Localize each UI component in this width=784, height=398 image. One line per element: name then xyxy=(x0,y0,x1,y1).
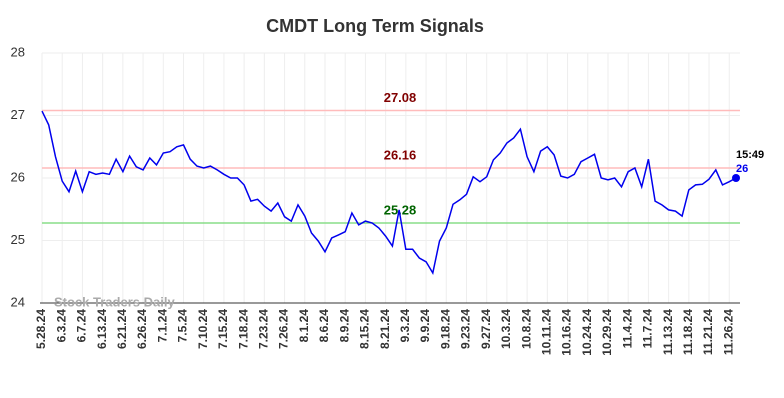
x-tick-label: 7.18.24 xyxy=(236,309,250,349)
x-tick-label: 9.9.24 xyxy=(418,309,432,343)
x-tick-label: 6.26.24 xyxy=(135,309,149,349)
x-tick-label: 10.16.24 xyxy=(560,309,574,356)
watermark: Stock Traders Daily xyxy=(54,294,175,309)
x-tick-label: 11.13.24 xyxy=(661,309,675,355)
chart-title: CMDT Long Term Signals xyxy=(266,16,484,36)
x-tick-label: 10.29.24 xyxy=(600,309,614,356)
x-tick-label: 10.8.24 xyxy=(519,309,533,349)
x-tick-label: 6.21.24 xyxy=(115,309,129,349)
x-tick-label: 9.27.24 xyxy=(479,309,493,349)
x-tick-label: 8.15.24 xyxy=(358,309,372,349)
x-tick-label: 11.21.24 xyxy=(701,309,715,355)
y-tick-label: 24 xyxy=(11,294,25,309)
signal-label: 27.08 xyxy=(384,90,417,105)
x-tick-label: 9.18.24 xyxy=(438,309,452,349)
x-tick-label: 10.11.24 xyxy=(540,309,554,355)
price-line xyxy=(41,110,737,276)
x-tick-label: 11.18.24 xyxy=(681,309,695,355)
y-tick-label: 25 xyxy=(11,232,25,247)
x-tick-label: 8.6.24 xyxy=(317,309,331,343)
y-tick-label: 27 xyxy=(11,107,25,122)
x-tick-label: 6.13.24 xyxy=(95,309,109,349)
x-tick-label: 11.7.24 xyxy=(641,309,655,349)
x-tick-label: 7.15.24 xyxy=(216,309,230,349)
x-tick-label: 8.21.24 xyxy=(378,309,392,349)
x-tick-label: 7.1.24 xyxy=(155,309,169,343)
time-label: 15:49 xyxy=(736,149,764,161)
x-tick-label: 5.28.24 xyxy=(34,309,48,349)
last-value-label: 26 xyxy=(736,163,748,175)
x-tick-label: 8.9.24 xyxy=(337,309,351,343)
x-tick-label: 11.4.24 xyxy=(620,309,634,349)
last-point xyxy=(732,174,740,182)
x-tick-label: 6.3.24 xyxy=(54,309,68,343)
x-tick-label: 9.23.24 xyxy=(459,309,473,349)
x-tick-label: 11.26.24 xyxy=(721,309,735,355)
x-tick-label: 10.24.24 xyxy=(580,309,594,356)
x-tick-label: 9.3.24 xyxy=(398,309,412,343)
x-tick-label: 10.3.24 xyxy=(499,309,513,349)
signal-label: 25.28 xyxy=(384,202,417,217)
signal-label: 26.16 xyxy=(384,147,417,162)
x-tick-label: 7.26.24 xyxy=(277,309,291,349)
x-tick-label: 8.1.24 xyxy=(297,309,311,343)
y-tick-label: 26 xyxy=(11,169,25,184)
y-tick-label: 28 xyxy=(11,44,25,59)
x-tick-label: 7.10.24 xyxy=(196,309,210,349)
x-tick-label: 7.23.24 xyxy=(257,309,271,349)
x-tick-label: 7.5.24 xyxy=(176,309,190,343)
x-tick-label: 6.7.24 xyxy=(75,309,89,343)
